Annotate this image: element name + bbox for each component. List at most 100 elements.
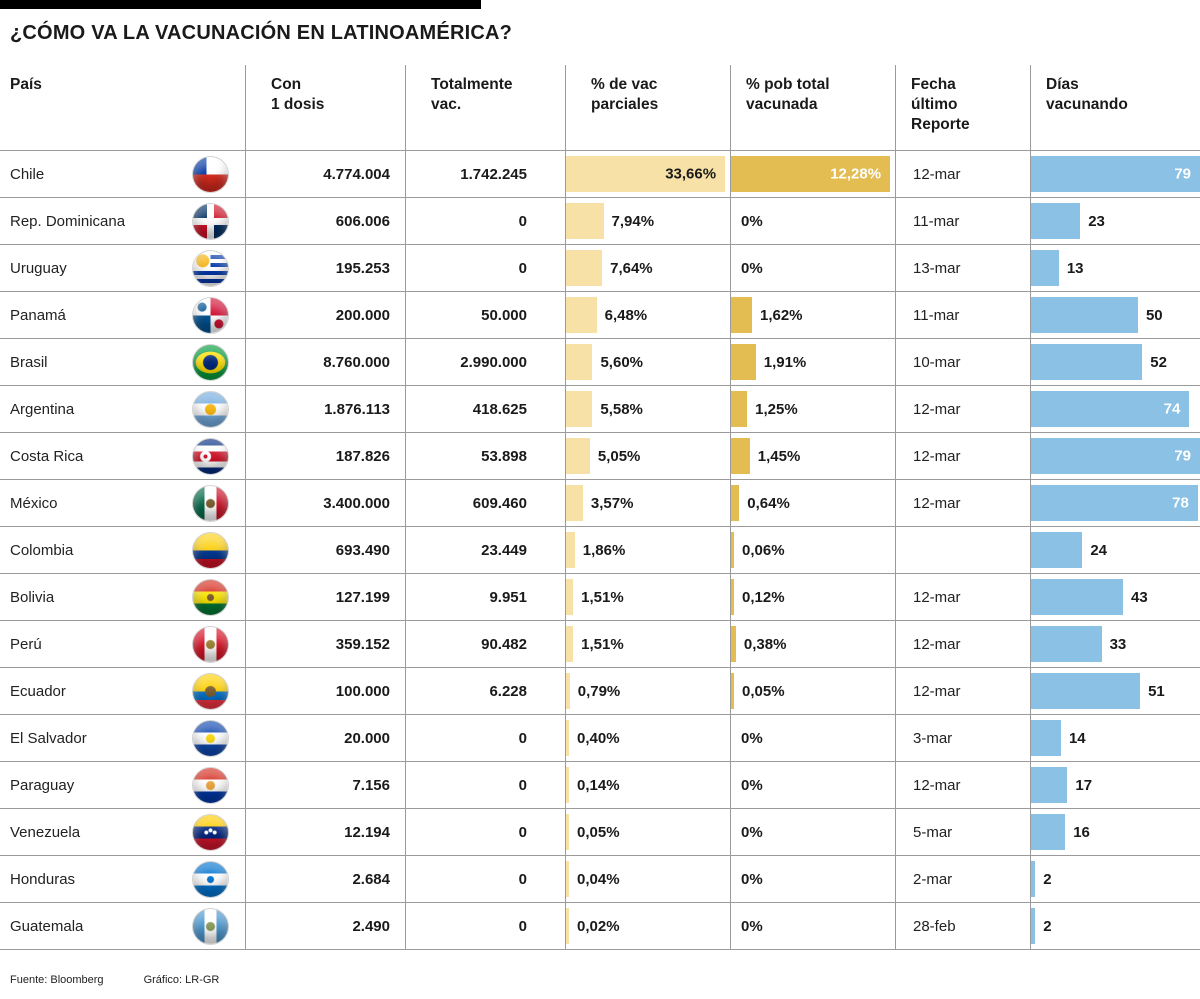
- total-pct-label: 1,91%: [763, 353, 807, 371]
- report-date: 11-mar: [895, 292, 1030, 338]
- country-name: Perú: [10, 635, 42, 653]
- partial-pct-label: 33,66%: [665, 165, 717, 183]
- partial-pct-bar: [566, 720, 569, 756]
- days-bar: [1031, 250, 1059, 286]
- days-label: 16: [1073, 823, 1090, 841]
- days-bar: [1031, 626, 1102, 662]
- days-cell: 52: [1030, 339, 1200, 385]
- days-bar: [1031, 532, 1083, 568]
- total-pct-label: 1,45%: [757, 447, 801, 465]
- days-label: 79: [1174, 447, 1191, 465]
- total-pct-label: 0%: [741, 776, 763, 794]
- total-pct-cell: 0%: [730, 809, 895, 855]
- partial-pct-bar: [566, 297, 597, 333]
- total-pct-label: 0,05%: [742, 682, 785, 700]
- flag-honduras-icon: [193, 861, 228, 897]
- flag-brasil-icon: [193, 344, 228, 380]
- days-cell: 74: [1030, 386, 1200, 432]
- dose1-value: 359.152: [245, 621, 405, 667]
- partial-pct-bar: [566, 438, 590, 474]
- flag-elsalvador-icon: [193, 720, 228, 756]
- report-date: 3-mar: [895, 715, 1030, 761]
- country-cell: Argentina: [0, 386, 245, 432]
- dose1-value: 127.199: [245, 574, 405, 620]
- days-label: 50: [1145, 306, 1163, 324]
- country-name: Chile: [10, 165, 45, 183]
- partial-pct-label: 7,64%: [610, 259, 653, 277]
- report-date: 12-mar: [895, 386, 1030, 432]
- dose1-value: 8.760.000: [245, 339, 405, 385]
- dose1-value: 100.000: [245, 668, 405, 714]
- days-cell: 23: [1030, 198, 1200, 244]
- partial-pct-cell: 5,58%: [565, 386, 730, 432]
- partial-pct-cell: 0,05%: [565, 809, 730, 855]
- table-row: México 3.400.000 609.460 3,57% 0,64% 12-mar 78: [0, 480, 1200, 527]
- country-cell: Perú: [0, 621, 245, 667]
- days-cell: 51: [1030, 668, 1200, 714]
- days-label: 23: [1088, 212, 1105, 230]
- country-cell: Guatemala: [0, 903, 245, 949]
- partial-pct-bar: [566, 344, 593, 380]
- partial-pct-cell: 5,60%: [565, 339, 730, 385]
- table-row: Uruguay 195.253 0 7,64% 0% 13-mar 13: [0, 245, 1200, 292]
- days-label: 2: [1043, 870, 1052, 888]
- partial-pct-label: 0,79%: [577, 682, 621, 700]
- report-date: 28-feb: [895, 903, 1030, 949]
- fully-vaccinated-value: 0: [405, 809, 565, 855]
- total-pct-cell: 0,64%: [730, 480, 895, 526]
- partial-pct-cell: 0,79%: [565, 668, 730, 714]
- total-pct-label: 0,38%: [743, 635, 787, 653]
- dose1-value: 200.000: [245, 292, 405, 338]
- partial-pct-label: 0,05%: [577, 823, 620, 841]
- fully-vaccinated-value: 0: [405, 762, 565, 808]
- dose1-value: 20.000: [245, 715, 405, 761]
- partial-pct-bar: [566, 391, 593, 427]
- total-pct-bar: [731, 438, 750, 474]
- country-name: Honduras: [10, 870, 76, 888]
- days-bar: [1031, 297, 1138, 333]
- total-pct-cell: 1,45%: [730, 433, 895, 479]
- report-date: 2-mar: [895, 856, 1030, 902]
- table-row: Perú 359.152 90.482 1,51% 0,38% 12-mar 33: [0, 621, 1200, 668]
- days-cell: 14: [1030, 715, 1200, 761]
- total-pct-label: 0,06%: [742, 541, 785, 559]
- country-cell: Rep. Dominicana: [0, 198, 245, 244]
- table-row: Honduras 2.684 0 0,04% 0% 2-mar 2: [0, 856, 1200, 903]
- title-accent-bar: [0, 0, 481, 9]
- fully-vaccinated-value: 0: [405, 715, 565, 761]
- total-pct-bar: [731, 391, 748, 427]
- dose1-value: 12.194: [245, 809, 405, 855]
- days-label: 52: [1150, 353, 1167, 371]
- col-header-con-1-dosis: Con 1 dosis: [245, 65, 405, 150]
- days-bar: [1031, 579, 1123, 615]
- days-cell: 24: [1030, 527, 1200, 573]
- total-pct-label: 0,64%: [747, 494, 790, 512]
- total-pct-cell: 0%: [730, 198, 895, 244]
- report-date: [895, 527, 1030, 573]
- partial-pct-label: 6,48%: [604, 306, 648, 324]
- table-row: Colombia 693.490 23.449 1,86% 0,06% 24: [0, 527, 1200, 574]
- days-bar: 74: [1031, 391, 1190, 427]
- report-date: 12-mar: [895, 762, 1030, 808]
- country-cell: Chile: [0, 151, 245, 197]
- footer: Fuente: Bloomberg Gráfico: LR-GR: [10, 974, 1200, 986]
- days-bar: [1031, 814, 1066, 850]
- country-cell: Venezuela: [0, 809, 245, 855]
- days-bar: 79: [1031, 438, 1200, 474]
- fully-vaccinated-value: 0: [405, 198, 565, 244]
- partial-pct-cell: 7,64%: [565, 245, 730, 291]
- partial-pct-label: 5,60%: [600, 353, 644, 371]
- col-header-totalmente-vac: Totalmente vac.: [405, 65, 565, 150]
- table-body: Chile 4.774.004 1.742.245 33,66% 12,28% 12-ma…: [0, 151, 1200, 950]
- partial-pct-cell: 1,51%: [565, 621, 730, 667]
- partial-pct-bar: [566, 579, 574, 615]
- fully-vaccinated-value: 418.625: [405, 386, 565, 432]
- days-label: 79: [1174, 165, 1191, 183]
- country-cell: El Salvador: [0, 715, 245, 761]
- country-name: Brasil: [10, 353, 48, 371]
- total-pct-label: 0%: [741, 259, 763, 277]
- flag-panama-icon: [193, 297, 228, 333]
- flag-paraguay-icon: [193, 767, 228, 803]
- total-pct-bar: [731, 485, 740, 521]
